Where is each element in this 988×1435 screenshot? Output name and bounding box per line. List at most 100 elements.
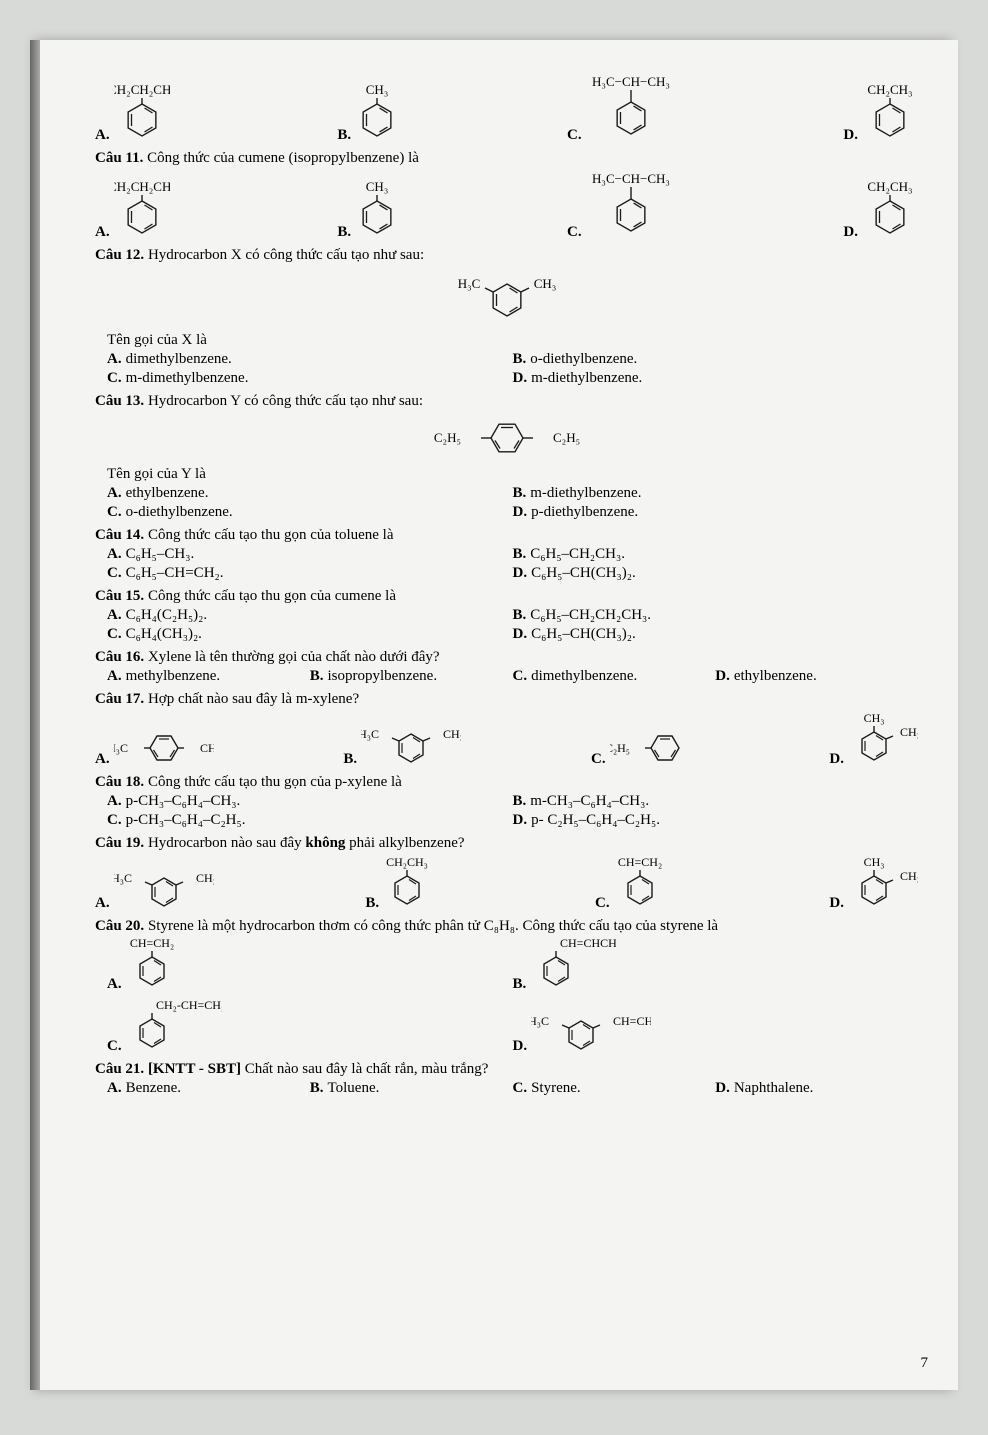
q15-stem: Câu 15. Công thức cấu tạo thu gọn của cu… <box>95 588 918 605</box>
benzene-para-icon: C₂H₅ C₂H₅ <box>427 416 587 460</box>
q19-a: A. H₃CCH₃ <box>95 864 214 912</box>
q21-d: D.Naphthalene. <box>715 1080 918 1097</box>
q15-d: D.C₆H₅–CH(CH₃)₂. <box>513 626 919 643</box>
q16-choices: A.methylbenzene. B.isopropylbenzene. C.d… <box>107 668 918 685</box>
benzene-icon: CH₂CH₃ <box>862 82 918 144</box>
svg-text:CH₃: CH₃ <box>900 725 918 739</box>
svg-text:CH₂CH₂CH₃: CH₂CH₂CH₃ <box>114 179 170 194</box>
q18-b: B.m-CH₃–C₆H₄–CH₃. <box>513 793 919 810</box>
q20-c: C. CH₂-CH=CH₂ <box>107 999 513 1055</box>
q16-d: D.ethylbenzene. <box>715 668 918 685</box>
q20-choices: A. CH=CH₂ B. CH=CHCH₃ C. CH₂-CH=CH₂ D. H… <box>107 937 918 1055</box>
q10-opt-c: C. H₃C−CH−CH₃ <box>567 74 676 144</box>
q12-stem: Câu 12. Hydrocarbon X có công thức cấu t… <box>95 247 918 264</box>
q15-text: Công thức cấu tạo thu gọn của cumene là <box>148 588 396 604</box>
benzene-mono-icon: CH=CHCH₃ <box>530 937 616 993</box>
benzene-icon: CH₃ <box>355 179 399 241</box>
q13-prompt: Tên gọi của Y là <box>107 466 918 483</box>
q13-stem: Câu 13. Hydrocarbon Y có công thức cấu t… <box>95 393 918 410</box>
opt-label: A. <box>95 127 110 144</box>
q10-opt-b: B. CH₃ <box>337 82 399 144</box>
q11-opt-c: C. H₃C−CH−CH₃ <box>567 171 676 241</box>
q21-stem: Câu 21. [KNTT - SBT] Chất nào sau đây là… <box>95 1061 918 1078</box>
q15-choices: A.C₆H₄(C₂H₅)₂. B.C₆H₅–CH₂CH₂CH₃. C.C₆H₄(… <box>107 607 918 643</box>
q19-b: B. CH₂CH₃ <box>365 856 443 912</box>
svg-text:CH₂CH₃: CH₂CH₃ <box>867 82 912 97</box>
q21-choices: A.Benzene. B.Toluene. C.Styrene. D.Napht… <box>107 1080 918 1097</box>
svg-text:C₂H₅: C₂H₅ <box>553 430 580 445</box>
q12-b: B.o-diethylbenzene. <box>513 351 919 368</box>
benzene-mono-icon: CH=CH₂ <box>126 937 196 993</box>
q11-options-row: A. CH₂CH₂CH₃ B. CH₃ C. H₃C−CH−CH₃ D. CH₂… <box>95 171 918 241</box>
benzene-meta-icon: H₃C CH₃ <box>447 270 567 326</box>
q18-c: C.p-CH₃–C₆H₄–C₂H₅. <box>107 812 513 829</box>
q19-stem: Câu 19. Hydrocarbon nào sau đây không ph… <box>95 835 918 852</box>
q15-c: C.C₆H₄(CH₃)₂. <box>107 626 513 643</box>
q21-tag: [KNTT - SBT] <box>148 1061 241 1077</box>
svg-text:CH=CH₂: CH=CH₂ <box>613 1014 651 1028</box>
q14-a: A.C₆H₅–CH₃. <box>107 546 513 563</box>
q20-a: A. CH=CH₂ <box>107 937 513 993</box>
svg-text:C₂H₅: C₂H₅ <box>610 741 630 755</box>
q14-text: Công thức cấu tạo thu gọn của toluene là <box>148 527 394 543</box>
q18-a: A.p-CH₃–C₆H₄–CH₃. <box>107 793 513 810</box>
q12-choices: A.dimethylbenzene. B.o-diethylbenzene. C… <box>107 351 918 387</box>
benzene-mono-icon: CH₂-CH=CH₂ <box>126 999 222 1055</box>
q10-opt-a: A. CH₂CH₂CH₃ <box>95 82 170 144</box>
svg-text:H₃C−CH−CH₃: H₃C−CH−CH₃ <box>592 171 670 186</box>
q11-opt-b: B. CH₃ <box>337 179 399 241</box>
q13-c: C.o-diethylbenzene. <box>107 504 513 521</box>
q10-opt-d: D. CH₂CH₃ <box>843 82 918 144</box>
svg-text:CH₃: CH₃ <box>366 82 389 97</box>
benzene-icon: CH₂CH₂CH₃ <box>114 179 170 241</box>
q14-b: B.C₆H₅–CH₂CH₃. <box>513 546 919 563</box>
svg-text:C₂H₅: C₂H₅ <box>433 430 460 445</box>
q12-text: Hydrocarbon X có công thức cấu tạo như s… <box>148 247 424 263</box>
svg-text:H₃C: H₃C <box>361 727 379 741</box>
opt-label: C. <box>567 127 582 144</box>
benzene-icon: CH₂CH₂CH₃ <box>114 82 170 144</box>
q19-c: C. CH=CH₂ <box>595 856 678 912</box>
svg-text:CH₂CH₃: CH₂CH₃ <box>386 856 428 869</box>
svg-text:CH₂CH₃: CH₂CH₃ <box>867 179 912 194</box>
benzene-mono-icon: C₂H₅ <box>610 728 700 768</box>
opt-label: D. <box>843 127 858 144</box>
svg-text:CH=CHCH₃: CH=CHCH₃ <box>560 937 616 950</box>
q11-text: Công thức của cumene (isopropylbenzene) … <box>147 150 419 166</box>
q11-stem: Câu 11. Công thức của cumene (isopropylb… <box>95 150 918 167</box>
benzene-ortho-icon: CH₃ CH₃ <box>848 712 918 768</box>
benzene-icon: H₃C−CH−CH₃ <box>586 171 676 241</box>
svg-text:CH₂CH₂CH₃: CH₂CH₂CH₃ <box>114 82 170 97</box>
q17-c: C. C₂H₅ <box>591 728 700 768</box>
svg-text:CH₃: CH₃ <box>366 179 389 194</box>
q10-options-row: A. CH₂CH₂CH₃ B. CH₃ C. H₃C−CH−CH₃ D. CH₂… <box>95 74 918 144</box>
q13-b: B.m-diethylbenzene. <box>513 485 919 502</box>
q14-choices: A.C₆H₅–CH₃. B.C₆H₅–CH₂CH₃. C.C₆H₅–CH=CH₂… <box>107 546 918 582</box>
svg-text:CH=CH₂: CH=CH₂ <box>617 856 661 869</box>
q17-b: B. H₃CCH₃ <box>343 720 461 768</box>
q13-structure: C₂H₅ C₂H₅ <box>95 416 918 460</box>
q14-c: C.C₆H₅–CH=CH₂. <box>107 565 513 582</box>
q14-d: D.C₆H₅–CH(CH₃)₂. <box>513 565 919 582</box>
benzene-icon: CH₃ <box>355 82 399 144</box>
q18-text: Công thức cấu tạo thu gọn của p-xylene l… <box>148 774 402 790</box>
q13-d: D.p-diethylbenzene. <box>513 504 919 521</box>
svg-text:CH₃: CH₃ <box>200 741 214 755</box>
q17-a: A. H₃CCH₃ <box>95 728 214 768</box>
q12-structure: H₃C CH₃ <box>95 270 918 326</box>
q19-bold: không <box>305 835 345 851</box>
benzene-ortho-icon: CH₃CH₃ <box>848 856 918 912</box>
q17-d: D. CH₃CH₃ <box>829 712 918 768</box>
benzene-meta-icon: H₃CCH₃ <box>361 720 461 768</box>
svg-text:CH₃: CH₃ <box>864 712 885 725</box>
q12-d: D.m-diethylbenzene. <box>513 370 919 387</box>
q11-opt-d: D. CH₂CH₃ <box>843 179 918 241</box>
q21-a: A.Benzene. <box>107 1080 310 1097</box>
svg-text:CH=CH₂: CH=CH₂ <box>129 937 173 950</box>
benzene-icon: CH₂CH₃ <box>862 179 918 241</box>
q14-stem: Câu 14. Công thức cấu tạo thu gọn của to… <box>95 527 918 544</box>
q16-c: C.dimethylbenzene. <box>513 668 716 685</box>
benzene-icon: H₃C−CH−CH₃ <box>586 74 676 144</box>
opt-label: B. <box>337 127 351 144</box>
q12-a: A.dimethylbenzene. <box>107 351 513 368</box>
